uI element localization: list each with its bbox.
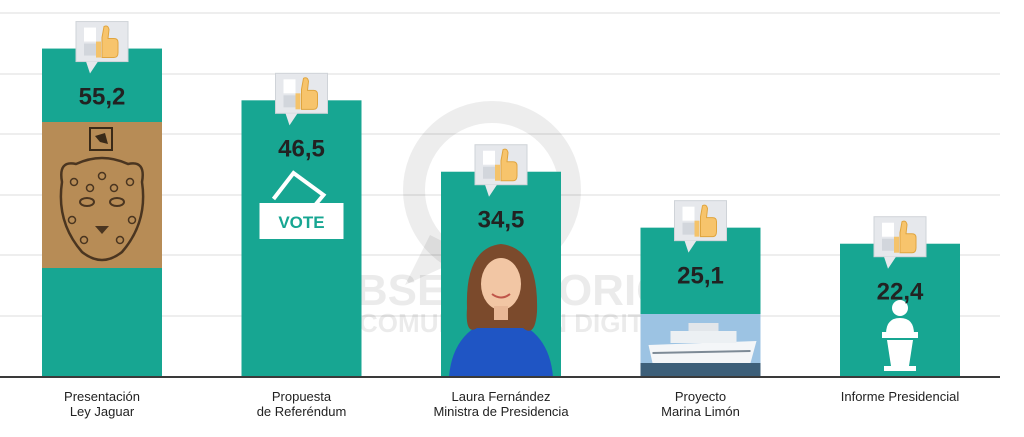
category-label: Informe Presidencial — [841, 389, 960, 404]
category-label: Propuesta de Referéndum — [257, 389, 347, 419]
person-photo — [449, 244, 553, 377]
value-label: 55,2 — [79, 84, 126, 111]
value-label: 22,4 — [877, 279, 924, 306]
bar-group: 22,4 Informe Presidencial — [840, 216, 960, 404]
bars: 55,2 Presentación Ley Jaguar VOTE 46,5 Propue… — [42, 21, 960, 419]
thumbs-up-icon — [873, 216, 927, 269]
jaguar-image — [42, 122, 162, 268]
value-label: 25,1 — [677, 263, 724, 290]
category-label: Laura Fernández Ministra de Presidencia — [433, 389, 569, 419]
ship-photo — [640, 314, 761, 377]
value-label: 34,5 — [478, 207, 525, 234]
bar-group: 34,5 Laura Fernández Ministra de Presidenc… — [433, 144, 569, 419]
category-label: Proyecto Marina Limón — [661, 389, 740, 419]
category-label: Presentación Ley Jaguar — [64, 389, 140, 419]
thumbs-up-icon — [474, 144, 528, 197]
thumbs-up-icon — [275, 72, 328, 126]
bar-group: 25,1 Proyecto Marina Limón — [640, 200, 761, 419]
bar-group: 55,2 Presentación Ley Jaguar — [42, 21, 162, 419]
vote-icon: VOTE — [259, 170, 344, 239]
vote-label: VOTE — [278, 213, 324, 232]
speaker-podium-icon — [882, 300, 918, 371]
value-label: 46,5 — [278, 135, 325, 162]
thumbs-up-icon — [75, 21, 129, 74]
bar-group: VOTE 46,5 Propuesta de Referéndum — [241, 72, 362, 419]
thumbs-up-icon — [674, 200, 727, 253]
